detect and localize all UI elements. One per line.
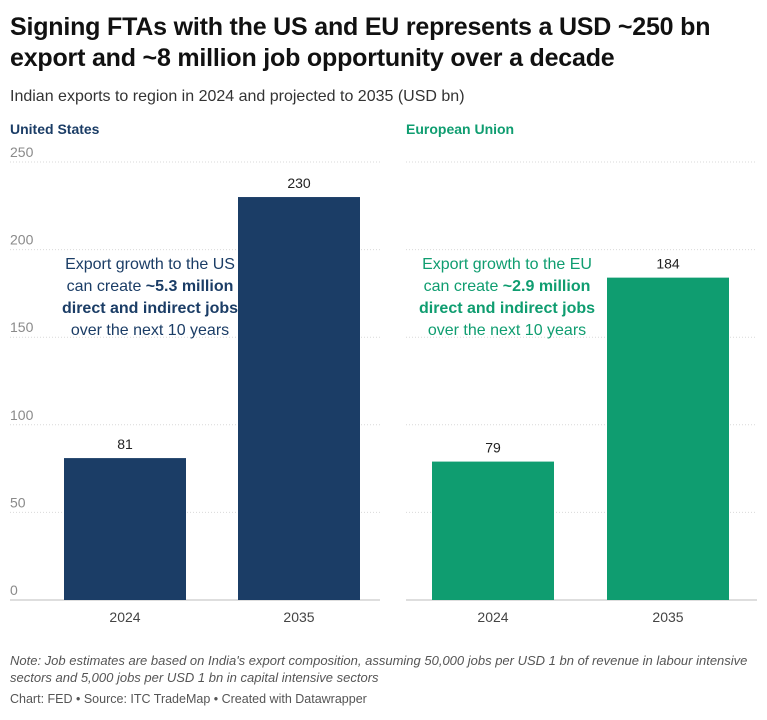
us-annotation-line4: over the next 10 years	[70, 322, 230, 339]
us-category-label: 2024	[109, 609, 140, 625]
us-annotation-bold: direct and indirect jobs	[61, 300, 239, 317]
eu-annotation-line2: can create ~2.9 million	[387, 276, 627, 298]
y-tick-label: 100	[10, 407, 34, 423]
footnote: Note: Job estimates are based on India's…	[10, 653, 748, 685]
panel-title-us: United States	[10, 121, 100, 137]
us-annotation-line2: can create ~5.3 million	[30, 276, 270, 298]
eu-annotation-bold: direct and indirect jobs	[418, 300, 596, 317]
chart-title: Signing FTAs with the US and EU represen…	[10, 13, 711, 72]
bar-chart: 0 50 100 150 200 250 81 2024 230 2035 79 2024 184 203…	[10, 144, 757, 625]
eu-annotation-prefix: can create	[423, 278, 503, 295]
eu-category-label: 2035	[652, 609, 683, 625]
eu-annotation-line1: Export growth to the EU	[422, 256, 592, 273]
chart-subtitle: Indian exports to region in 2024 and pro…	[10, 88, 465, 105]
y-tick-label: 250	[10, 144, 34, 160]
us-value-label: 230	[287, 175, 311, 191]
y-tick-label: 150	[10, 319, 34, 335]
y-tick-label: 50	[10, 494, 26, 510]
eu-value-label: 184	[656, 256, 680, 272]
us-category-label: 2035	[283, 609, 314, 625]
eu-annotation: Export growth to the EU can create ~2.9 …	[387, 254, 627, 342]
eu-bar-2035	[607, 277, 729, 600]
us-value-label: 81	[117, 436, 133, 452]
us-bar-2024	[64, 458, 186, 600]
y-tick-label: 200	[10, 232, 34, 248]
y-tick-label: 0	[10, 582, 18, 598]
us-annotation: Export growth to the US can create ~5.3 …	[30, 254, 270, 342]
eu-bar-2024	[432, 461, 554, 600]
eu-annotation-jobs: ~2.9 million	[502, 278, 591, 295]
us-bar-2035	[238, 197, 360, 601]
us-annotation-line3: direct and indirect jobs	[30, 298, 270, 320]
eu-annotation-line4: over the next 10 years	[427, 322, 587, 339]
panel-title-eu: European Union	[406, 121, 515, 137]
us-annotation-prefix: can create	[66, 278, 146, 295]
eu-value-label: 79	[485, 440, 501, 456]
eu-annotation-line3: direct and indirect jobs	[387, 298, 627, 320]
us-annotation-jobs: ~5.3 million	[145, 278, 234, 295]
us-annotation-line1: Export growth to the US	[65, 256, 235, 273]
credit-line: Chart: FED • Source: ITC TradeMap • Crea…	[10, 692, 367, 706]
eu-category-label: 2024	[477, 609, 508, 625]
